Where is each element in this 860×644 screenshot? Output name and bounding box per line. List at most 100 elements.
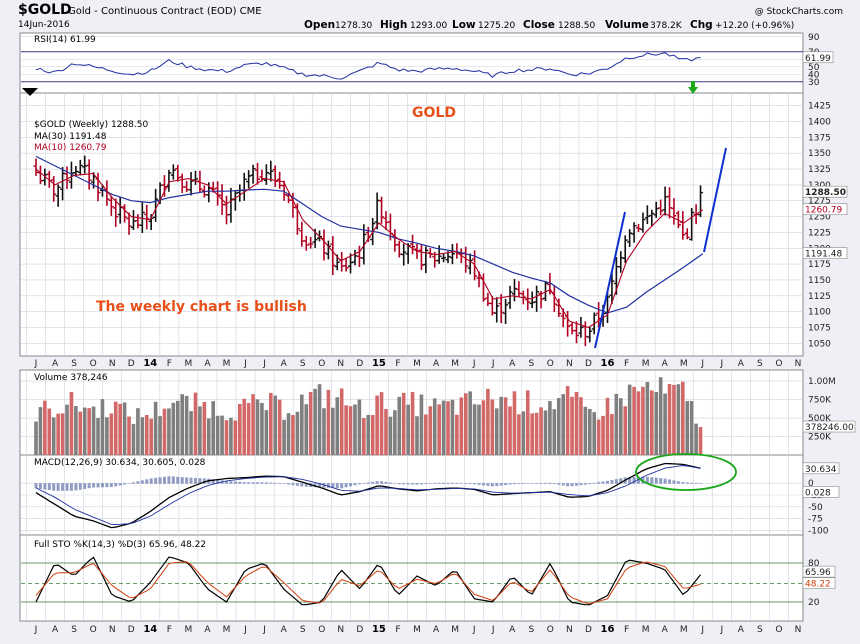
price-bar-98 [467, 253, 473, 275]
price-bar-10 [77, 159, 83, 176]
price-bar-48 [246, 170, 252, 189]
macd-hist-25 [145, 479, 149, 484]
last-close-tag-text: 1288.50 [805, 188, 846, 198]
month-label-upper-14: S [300, 359, 306, 369]
volume-last-text: 378246.00 [805, 423, 854, 433]
month-label-upper-29: D [585, 359, 592, 369]
volume-bar-89 [428, 406, 433, 455]
price-bar-106 [503, 298, 509, 324]
macd-hist-12 [87, 483, 91, 489]
stockcharts-watermark: @ StockCharts.com [755, 7, 843, 17]
volume-bar-97 [463, 393, 468, 455]
high-value: 1293.00 [410, 21, 447, 31]
price-tick-3: 1125 [808, 292, 831, 302]
price-bar-105 [498, 293, 504, 324]
month-label-upper-28: N [566, 359, 573, 369]
volume-value: 378.2K [650, 21, 683, 31]
month-label-upper-0: J [34, 359, 38, 369]
volume-tick-3: 250K [808, 433, 832, 443]
month-label-upper-20: M [413, 359, 421, 369]
macd-hist-79 [384, 481, 388, 484]
sto-d-last-text: 48.22 [805, 580, 831, 590]
volume-bar-115 [543, 410, 548, 455]
price-bar-53 [268, 160, 274, 182]
high-label: High [380, 19, 407, 31]
volume-bar-13 [91, 406, 96, 455]
macd-hist-123 [579, 483, 583, 486]
macd-hist-118 [557, 483, 561, 485]
macd-hist-66 [326, 483, 330, 488]
volume-bar-112 [530, 413, 534, 455]
month-label-lower-10: M [223, 625, 231, 635]
last-close-tag: 1288.50 [802, 185, 848, 198]
price-bar-17 [108, 195, 114, 216]
volume-bar-142 [663, 393, 667, 455]
month-label-upper-34: M [680, 359, 688, 369]
price-tick-5: 1175 [808, 260, 831, 270]
volume-bar-80 [388, 416, 393, 455]
instrument-description: Gold - Continuous Contract (EOD) CME [68, 6, 262, 17]
macd-hist-16 [105, 483, 109, 488]
volume-bar-15 [100, 399, 105, 455]
price-bar-132 [618, 251, 624, 273]
macd-hist-71 [349, 483, 353, 487]
ma10-legend: MA(10) 1260.79 [34, 143, 107, 153]
volume-bar-101 [481, 400, 486, 455]
macd-tick-4: -100 [808, 526, 829, 536]
month-label-upper-33: A [662, 359, 669, 369]
macd-hist-140 [654, 477, 658, 484]
macd-hist-56 [282, 483, 286, 484]
last-ma30-tag-box [802, 247, 848, 259]
month-label-upper-8: M [185, 359, 193, 369]
macd-hist-142 [663, 478, 667, 484]
price-bar-133 [622, 235, 628, 264]
price-bar-118 [556, 298, 562, 317]
macd-hist-7 [65, 483, 69, 491]
price-tick-15: 1425 [808, 102, 831, 112]
macd-hist-78 [380, 481, 384, 484]
month-axis-upper: J A S O N D 14 F M A M J J A S O N D 15 F M A M J J A S O N D 16 F M A M J J… [34, 358, 802, 369]
volume-bar-148 [689, 401, 694, 455]
volume-bar-86 [415, 416, 419, 455]
volume-bar-55 [277, 399, 282, 455]
month-label-upper-38: S [757, 359, 763, 369]
macd-hist-10 [78, 483, 82, 490]
volume-bar-98 [468, 391, 472, 455]
macd-hist-136 [637, 476, 641, 484]
macd-hist-112 [530, 483, 534, 484]
macd-hist-135 [632, 476, 636, 484]
month-label-lower-21: A [433, 625, 440, 635]
volume-bar-47 [242, 398, 247, 455]
last-ma10-tag: 1260.79 [802, 203, 848, 216]
month-label-lower-20: M [413, 625, 421, 635]
month-label-upper-2: S [71, 359, 77, 369]
month-label-lower-17: D [356, 625, 363, 635]
price-bar-56 [281, 180, 287, 201]
macd-hist-98 [468, 483, 472, 485]
macd-hist-97 [464, 483, 468, 484]
volume-tick-1: 750K [808, 396, 832, 406]
month-label-lower-31: F [624, 625, 629, 635]
month-label-upper-36: J [719, 359, 723, 369]
price-bar-134 [627, 229, 633, 247]
volume-bar-121 [570, 396, 574, 455]
macd-hist-108 [512, 483, 516, 485]
macd-hist-149 [694, 482, 698, 484]
macd-hist-111 [526, 483, 530, 484]
month-label-upper-23: J [472, 359, 476, 369]
volume-bar-56 [282, 419, 286, 455]
macd-hist-26 [149, 478, 153, 484]
macd-hist-52 [264, 482, 268, 484]
month-label-lower-13: A [281, 625, 288, 635]
month-label-upper-24: J [491, 359, 495, 369]
month-label-upper-1: A [52, 359, 59, 369]
volume-bar-16 [105, 417, 109, 455]
month-label-lower-2: S [71, 625, 77, 635]
price-bar-123 [578, 316, 584, 338]
sto-k-last-box [802, 565, 836, 578]
macd-hist-75 [366, 482, 370, 484]
price-bar-54 [272, 165, 278, 187]
month-label-upper-10: M [223, 359, 231, 369]
price-tick-0: 1050 [808, 339, 831, 349]
rsi-last-text: 61.99 [805, 54, 831, 64]
